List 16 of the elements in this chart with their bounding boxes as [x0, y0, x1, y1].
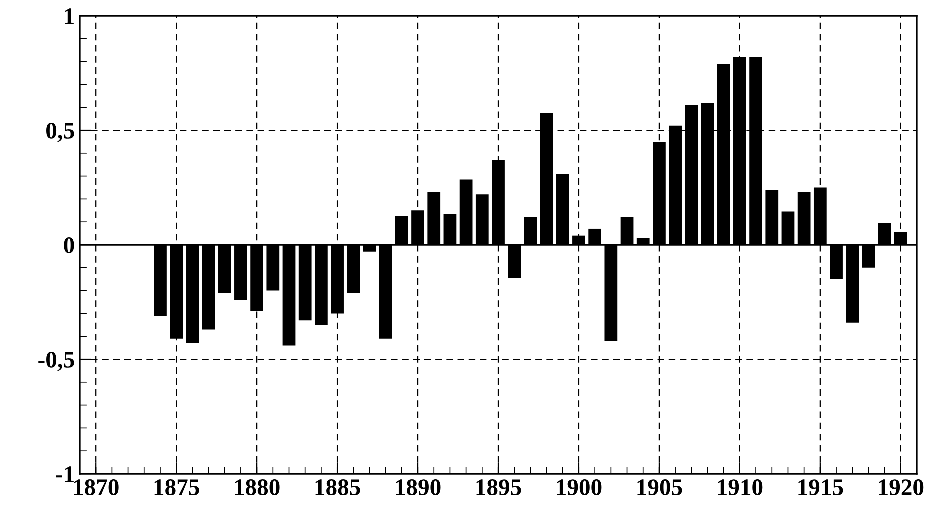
y-tick-label: 1 — [65, 8, 74, 24]
x-tick-label: 1905 — [638, 480, 682, 496]
x-tick-label: 1885 — [316, 480, 360, 496]
x-tick-label: 1890 — [396, 480, 441, 496]
x-tick-label: 1870 — [74, 480, 119, 496]
x-tick-label: 1895 — [476, 480, 522, 496]
x-tick-label: 1875 — [154, 480, 200, 496]
y-tick-label: 0 — [64, 237, 74, 254]
x-tick-label: 1910 — [718, 480, 763, 496]
x-tick-label: 1880 — [235, 480, 280, 496]
x-tick-label: 1920 — [879, 480, 924, 496]
y-tick-label: 0,5 — [46, 122, 74, 142]
x-tick-label: 1900 — [557, 480, 602, 496]
y-tick-label: -0,5 — [38, 352, 74, 372]
y-tick-label: -1 — [56, 466, 74, 482]
x-tick-label: 1915 — [798, 480, 844, 496]
